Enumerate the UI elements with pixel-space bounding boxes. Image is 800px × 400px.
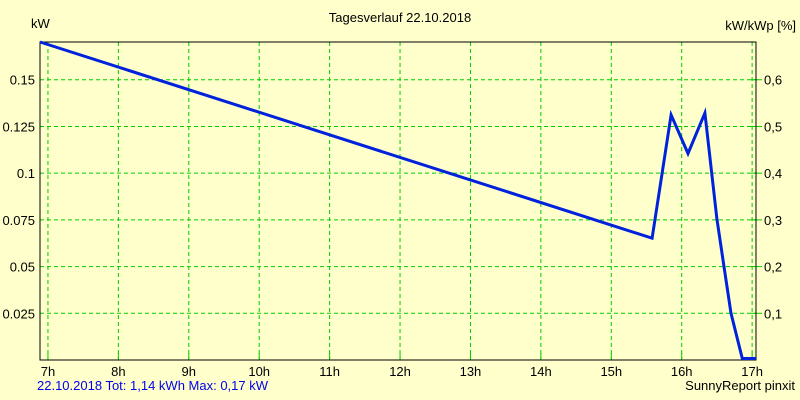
left-axis-tick-label: 0.1 bbox=[17, 166, 35, 181]
x-axis-tick-label: 9h bbox=[182, 364, 196, 379]
x-axis-tick-label: 11h bbox=[319, 364, 340, 379]
left-axis-tick-label: 0.075 bbox=[2, 213, 35, 228]
left-axis-tick-label: 0.05 bbox=[10, 260, 35, 275]
right-axis-tick-label: 0,1 bbox=[764, 306, 782, 321]
right-axis-tick-label: 0,6 bbox=[764, 73, 782, 88]
power-curve-line bbox=[39, 40, 756, 360]
x-axis-tick-label: 15h bbox=[600, 364, 622, 379]
x-axis-tick-label: 14h bbox=[530, 364, 552, 379]
chart-title: Tagesverlauf 22.10.2018 bbox=[328, 10, 472, 25]
right-axis-tick-label: 0,5 bbox=[764, 119, 782, 134]
right-axis-tick-label: 0,2 bbox=[764, 260, 782, 275]
left-axis-unit-label: kW bbox=[31, 16, 50, 31]
left-axis-tick-label: 0.15 bbox=[10, 73, 35, 88]
footer-summary-text: 22.10.2018 Tot: 1,14 kWh Max: 0,17 kW bbox=[37, 378, 268, 393]
x-axis-tick-label: 12h bbox=[389, 364, 411, 379]
right-axis-tick-label: 0,4 bbox=[764, 166, 782, 181]
x-axis-tick-label: 10h bbox=[248, 364, 270, 379]
x-axis-tick-label: 16h bbox=[671, 364, 693, 379]
x-axis-tick-label: 13h bbox=[460, 364, 482, 379]
right-axis-tick-label: 0,3 bbox=[764, 213, 782, 228]
x-axis-tick-label: 7h bbox=[41, 364, 55, 379]
right-axis-unit-label: kW/kWp [%] bbox=[725, 18, 796, 33]
left-axis-tick-label: 0.125 bbox=[2, 119, 35, 134]
x-axis-tick-label: 8h bbox=[111, 364, 125, 379]
plot-border bbox=[39, 41, 757, 361]
footer-credit-text: SunnyReport pinxit bbox=[685, 378, 795, 393]
x-axis-tick-label: 17h bbox=[741, 364, 763, 379]
left-axis-tick-label: 0.025 bbox=[2, 306, 35, 321]
